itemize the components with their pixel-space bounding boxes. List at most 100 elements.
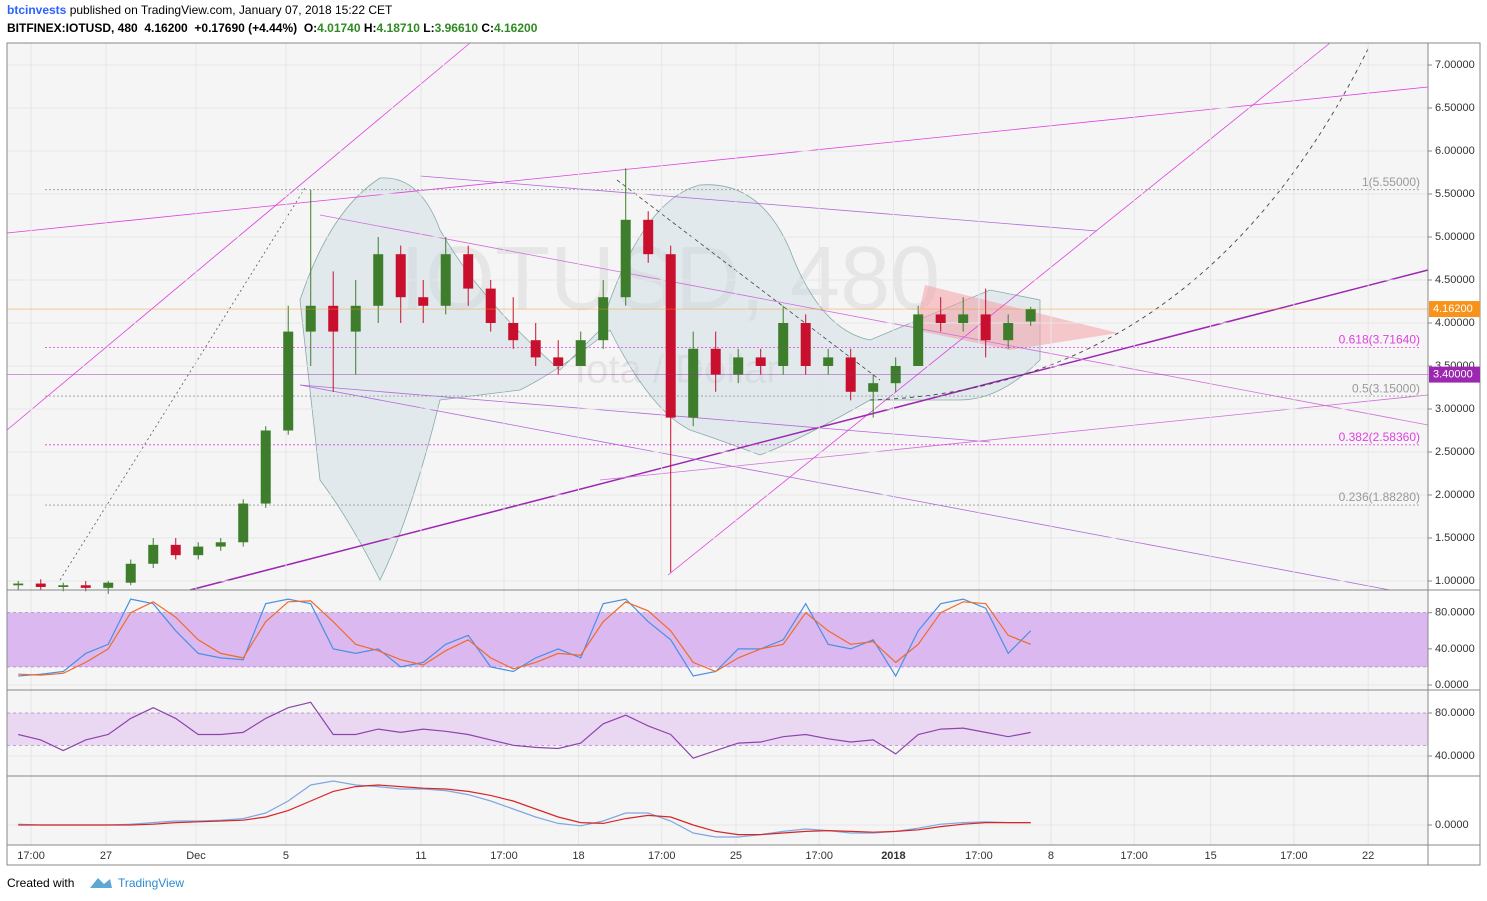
x-tick-label: Dec — [186, 850, 206, 862]
x-tick-label: 8 — [1048, 850, 1054, 862]
trend-line — [59, 187, 306, 581]
y-tick-label: 4.00000 — [1435, 317, 1475, 329]
candle-body — [103, 582, 114, 588]
price-tag — [1429, 366, 1480, 383]
y-tick-label: 80.0000 — [1435, 707, 1475, 719]
candle-body — [665, 254, 676, 418]
candle-body — [80, 585, 91, 588]
candle-body — [463, 254, 474, 289]
candle-body — [1003, 322, 1014, 341]
indicator-line — [18, 780, 1031, 838]
candle-body — [350, 305, 361, 332]
header-segment: 4.16200 — [494, 21, 538, 35]
header-segment: 4.18710 — [377, 21, 421, 35]
author[interactable]: btcinvests — [7, 3, 67, 17]
published: published on TradingView.com, January 07… — [66, 3, 393, 17]
candle-body — [958, 314, 969, 323]
candle-body — [125, 563, 136, 583]
candle-body — [1025, 309, 1036, 322]
fib-label: 0.618(3.71640) — [1339, 333, 1420, 347]
y-tick-label: 3.00000 — [1435, 403, 1475, 415]
trend-line — [299, 384, 1391, 591]
candle-body — [395, 254, 406, 298]
header-segment: 3.96610 — [435, 21, 479, 35]
candle-body — [800, 322, 811, 366]
y-tick-label: 2.00000 — [1435, 489, 1475, 501]
x-tick-label: 17:00 — [805, 850, 833, 862]
candle-body — [598, 297, 609, 341]
header-segment: C: — [478, 21, 494, 35]
candle-body — [485, 288, 496, 323]
x-tick-label: 25 — [730, 850, 742, 862]
footer-text: Created with — [7, 876, 74, 890]
y-tick-label: 5.00000 — [1435, 231, 1475, 243]
labels: 17:00 27 Dec 5 11 17:00 18 17:00 25 17:00 2018 17:0… — [17, 59, 1480, 862]
candle-body — [575, 340, 586, 366]
indicator-line — [18, 598, 1032, 678]
trend-line — [299, 384, 991, 443]
x-tick-label: 17:00 — [1120, 850, 1148, 862]
candle-body — [260, 430, 271, 504]
price-tag — [1429, 301, 1480, 318]
header-segment: 4.01740 — [317, 21, 361, 35]
header-segment: H: — [361, 21, 377, 35]
footer-brand[interactable]: TradingView — [118, 876, 184, 890]
candle-body — [418, 297, 429, 306]
candle-body — [170, 544, 181, 556]
y-tick-label: 0.0000 — [1435, 819, 1469, 831]
x-tick-label: 27 — [100, 850, 112, 862]
x-tick-label: 15 — [1205, 850, 1217, 862]
y-tick-label: 6.00000 — [1435, 145, 1475, 157]
candle-body — [440, 254, 451, 306]
y-tick-label: 7.00000 — [1435, 59, 1475, 71]
watermark-name: Iota / Dollar — [575, 348, 780, 392]
projection-curve — [869, 44, 1371, 401]
x-tick-label: 18 — [572, 850, 584, 862]
x-tick-label: 17:00 — [1280, 850, 1308, 862]
y-tick-label: 0.0000 — [1435, 679, 1469, 691]
candle-body — [868, 383, 879, 392]
header-segment: L: — [420, 21, 435, 35]
indicator-line — [18, 600, 1031, 676]
y-tick-label: 1.00000 — [1435, 575, 1475, 587]
candle-body — [935, 314, 946, 323]
candle-body — [283, 331, 294, 431]
y-tick-label: 6.50000 — [1435, 102, 1475, 114]
candle-body — [553, 357, 564, 366]
candle-body — [373, 254, 384, 306]
x-tick-label: 22 — [1362, 850, 1374, 862]
candle-body — [193, 546, 204, 556]
frame — [6, 42, 1481, 866]
candle-body — [688, 348, 699, 418]
indicator-band — [7, 713, 1428, 746]
candle-body — [733, 357, 744, 375]
fib-label: 0.382(2.58360) — [1339, 430, 1420, 444]
candle-body — [238, 503, 249, 543]
x-tick-label: 11 — [415, 850, 426, 862]
candle-body — [913, 314, 924, 366]
candle-body — [13, 583, 24, 586]
x-tick-label: 17:00 — [965, 850, 993, 862]
x-tick-label: 17:00 — [490, 850, 518, 862]
indicator-line — [18, 701, 1031, 759]
candle-body — [328, 305, 339, 332]
y-tick-label: 80.0000 — [1435, 607, 1475, 619]
candle-body — [823, 357, 834, 366]
candle-body — [215, 542, 226, 547]
candle-body — [755, 357, 766, 366]
candle-body — [148, 544, 159, 564]
x-tick-label: 17:00 — [648, 850, 676, 862]
x-tick-label: 2018 — [881, 850, 905, 862]
candle-body — [778, 322, 789, 366]
y-tick-label: 40.0000 — [1435, 643, 1475, 655]
x-tick-label: 17:00 — [17, 850, 45, 862]
header-segment: BITFINEX:IOTUSD, 480 4.16200 +0.17690 (+… — [7, 21, 304, 35]
candle-body — [643, 219, 654, 255]
trend-line — [419, 175, 1098, 232]
candle-body — [530, 340, 541, 358]
y-tick-label: 5.50000 — [1435, 188, 1475, 200]
plot — [7, 43, 1428, 845]
trend-line — [6, 86, 1429, 234]
candle-body — [35, 583, 46, 587]
trend-line — [616, 179, 881, 381]
